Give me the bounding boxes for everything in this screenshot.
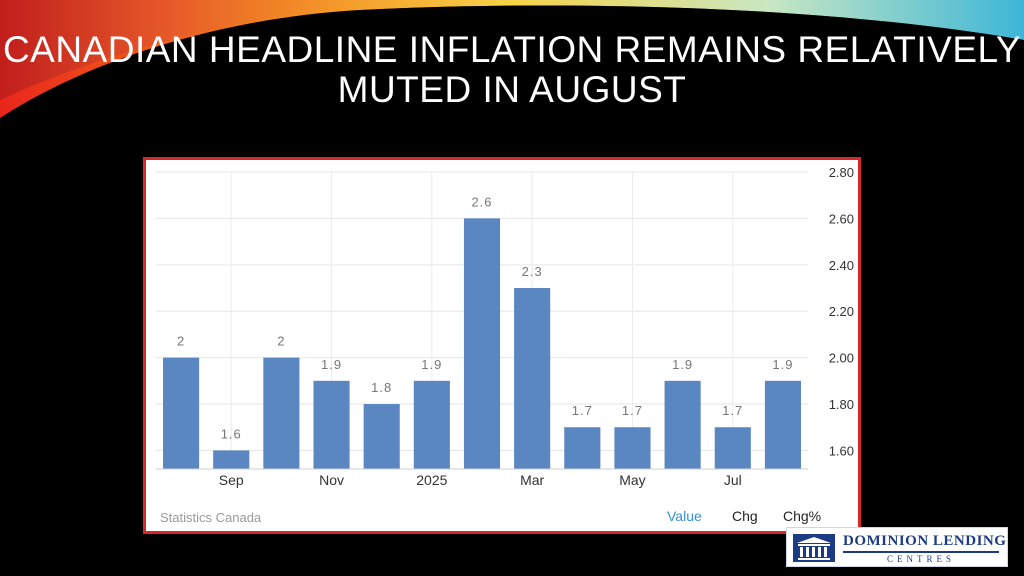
logo-line-2: CENTRES bbox=[886, 554, 955, 564]
data-label: 2.3 bbox=[522, 264, 543, 279]
x-tick-label: Jul bbox=[724, 472, 742, 488]
chart-source: Statistics Canada bbox=[160, 510, 262, 525]
x-tick-label: May bbox=[619, 472, 645, 488]
bar bbox=[514, 288, 551, 469]
bar bbox=[764, 380, 801, 469]
logo-line-1: DOMINION LENDING bbox=[843, 533, 1007, 549]
bar bbox=[564, 427, 601, 469]
bar bbox=[163, 357, 200, 469]
slide-title: CANADIAN HEADLINE INFLATION REMAINS RELA… bbox=[0, 30, 1024, 110]
bar bbox=[263, 357, 300, 469]
logo-divider bbox=[843, 551, 999, 553]
data-label: 2 bbox=[277, 334, 285, 349]
x-tick-label: Mar bbox=[520, 472, 544, 488]
data-label: 2 bbox=[177, 334, 185, 349]
data-label: 1.7 bbox=[722, 403, 743, 418]
slide-title-line-2: MUTED IN AUGUST bbox=[337, 69, 687, 110]
bar bbox=[413, 380, 450, 469]
y-tick-label: 2.00 bbox=[829, 351, 854, 366]
data-label: 1.9 bbox=[421, 357, 442, 372]
data-label: 1.6 bbox=[221, 426, 242, 441]
data-label: 1.7 bbox=[572, 403, 593, 418]
bar bbox=[664, 380, 701, 469]
y-tick-label: 2.40 bbox=[829, 258, 854, 273]
bar bbox=[714, 427, 751, 469]
slide-title-line-1: CANADIAN HEADLINE INFLATION REMAINS RELA… bbox=[2, 29, 1022, 70]
bar bbox=[213, 450, 250, 469]
bar-chart: 1.60 1.80 2.00 2.20 2.40 2.60 2.80 2 1.6 2 1.9 1.8 1… bbox=[156, 165, 854, 488]
data-label: 1.9 bbox=[672, 357, 693, 372]
y-tick-label: 2.60 bbox=[829, 211, 854, 226]
bar bbox=[614, 427, 651, 469]
building-icon bbox=[793, 534, 835, 562]
y-tick-label: 2.20 bbox=[829, 304, 854, 319]
y-tick-label: 1.60 bbox=[829, 443, 854, 458]
data-label: 1.9 bbox=[772, 357, 793, 372]
x-tick-label: 2025 bbox=[416, 472, 447, 488]
company-logo: DOMINION LENDING CENTRES bbox=[786, 527, 1008, 567]
chart-footer: Statistics Canada Value Chg Chg% bbox=[146, 160, 858, 531]
data-label: 1.9 bbox=[321, 357, 342, 372]
tab-value[interactable]: Value bbox=[667, 508, 702, 524]
y-tick-label: 1.80 bbox=[829, 397, 854, 412]
chart-panel: 1.60 1.80 2.00 2.20 2.40 2.60 2.80 2 1.6 2 1.9 1.8 1… bbox=[143, 157, 861, 534]
decorative-swoosh bbox=[0, 0, 1024, 128]
bar bbox=[363, 404, 400, 469]
bar bbox=[463, 218, 501, 469]
x-tick-label: Nov bbox=[319, 472, 344, 488]
y-tick-label: 2.80 bbox=[829, 165, 854, 180]
data-label: 1.7 bbox=[622, 403, 643, 418]
bar bbox=[313, 380, 350, 469]
tab-chg-percent[interactable]: Chg% bbox=[783, 508, 822, 524]
x-tick-label: Sep bbox=[219, 472, 244, 488]
data-label: 2.6 bbox=[471, 194, 492, 209]
data-label: 1.8 bbox=[371, 380, 392, 395]
tab-chg[interactable]: Chg bbox=[732, 508, 758, 524]
